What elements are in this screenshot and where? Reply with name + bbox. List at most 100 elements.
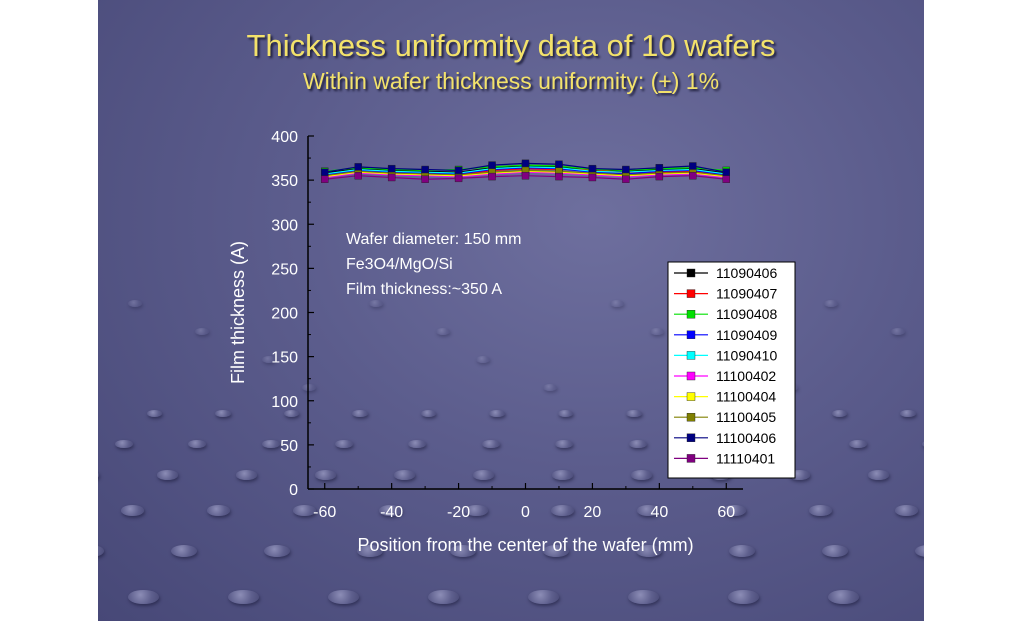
data-point <box>588 164 597 173</box>
background-dot <box>436 328 450 335</box>
background-dot <box>473 470 494 480</box>
data-point <box>354 172 362 180</box>
background-dot <box>394 470 415 480</box>
y-axis-label: Film thickness (A) <box>228 241 248 384</box>
background-dot <box>408 440 427 449</box>
background-dot <box>728 590 760 605</box>
background-dot <box>628 440 647 449</box>
legend-marker <box>686 268 696 278</box>
background-dot <box>895 505 919 516</box>
data-point <box>321 175 329 183</box>
background-dot <box>98 470 99 480</box>
data-point <box>488 172 496 181</box>
background-dot <box>822 545 848 557</box>
background-dot <box>352 410 368 418</box>
background-dot <box>195 328 209 335</box>
background-dot <box>146 410 163 418</box>
background-dot <box>489 410 505 418</box>
data-point <box>555 160 563 168</box>
y-tick-label: 50 <box>280 438 298 455</box>
legend-label: 11110401 <box>716 450 775 466</box>
background-dot <box>428 590 460 605</box>
background-dot <box>900 410 916 418</box>
background-dot <box>293 505 317 516</box>
y-tick-label: 300 <box>271 217 298 234</box>
legend-marker <box>686 413 696 422</box>
data-point <box>622 165 630 174</box>
y-tick-label: 200 <box>271 306 298 323</box>
background-dot <box>637 505 661 516</box>
x-tick-label: -20 <box>447 504 470 521</box>
background-dot <box>215 410 231 418</box>
subtitle-text-after: ) 1% <box>671 68 720 94</box>
legend-label: 11090408 <box>716 306 777 322</box>
data-point <box>555 172 563 181</box>
background-dot <box>315 470 336 480</box>
background-dot <box>831 410 848 418</box>
legend-marker <box>686 330 696 339</box>
data-point <box>622 175 630 183</box>
background-dot <box>261 440 280 449</box>
legend-label: 11100406 <box>716 430 776 446</box>
data-point <box>722 175 730 183</box>
background-dot <box>476 356 490 363</box>
background-dot <box>283 410 300 418</box>
chart-annotation-line: Film thickness:~350 A <box>346 281 502 298</box>
background-dot <box>528 590 560 605</box>
slide-subtitle: Within wafer thickness uniformity: (+) 1… <box>98 68 924 95</box>
background-dot <box>128 590 160 605</box>
legend-label: 11100402 <box>716 368 776 384</box>
data-point <box>421 175 429 183</box>
legend-label: 11090409 <box>716 327 777 343</box>
data-point <box>454 174 463 183</box>
background-dot <box>891 328 905 335</box>
legend-label: 11100405 <box>716 409 776 425</box>
background-dot <box>262 356 276 363</box>
background-dot <box>98 545 104 557</box>
y-tick-label: 150 <box>271 350 298 367</box>
background-dot <box>631 470 652 480</box>
background-dot <box>379 505 403 516</box>
data-point <box>689 172 697 180</box>
background-dot <box>420 410 437 418</box>
background-dot <box>551 505 575 516</box>
background-dot <box>848 440 867 449</box>
y-tick-label: 400 <box>271 129 298 146</box>
background-dot <box>922 440 924 449</box>
background-dot <box>552 470 573 480</box>
background-dot <box>628 590 660 605</box>
legend-label: 11090407 <box>716 286 777 302</box>
background-dot <box>555 440 574 449</box>
background-dot <box>481 440 500 449</box>
x-tick-label: 60 <box>717 504 735 521</box>
x-tick-label: 20 <box>584 504 602 521</box>
background-dot <box>610 300 624 307</box>
background-dot <box>328 590 360 605</box>
slide-background: Thickness uniformity data of 10 wafers W… <box>98 0 924 621</box>
background-dot <box>157 470 178 480</box>
legend-label: 11090410 <box>716 347 777 363</box>
x-axis-label: Position from the center of the wafer (m… <box>357 535 693 555</box>
data-point <box>655 172 664 181</box>
data-point <box>421 165 429 174</box>
legend-marker <box>686 310 696 319</box>
subtitle-text-before: Within wafer thickness uniformity: ( <box>302 68 659 94</box>
y-tick-label: 100 <box>271 394 298 411</box>
x-tick-label: -60 <box>313 504 336 521</box>
data-point <box>689 162 697 170</box>
background-dot <box>334 440 354 449</box>
data-point <box>387 164 396 173</box>
data-point <box>655 164 664 172</box>
slide-title: Thickness uniformity data of 10 wafers <box>246 28 776 63</box>
background-dot <box>188 440 207 449</box>
data-point <box>521 172 530 180</box>
legend-marker <box>686 454 696 463</box>
background-dot <box>789 470 810 480</box>
background-dot <box>207 505 231 516</box>
y-tick-label: 0 <box>289 482 298 499</box>
background-dot <box>868 470 889 480</box>
background-dot <box>128 300 142 307</box>
data-point <box>321 168 329 176</box>
background-dot <box>121 505 145 516</box>
data-point <box>488 161 496 169</box>
